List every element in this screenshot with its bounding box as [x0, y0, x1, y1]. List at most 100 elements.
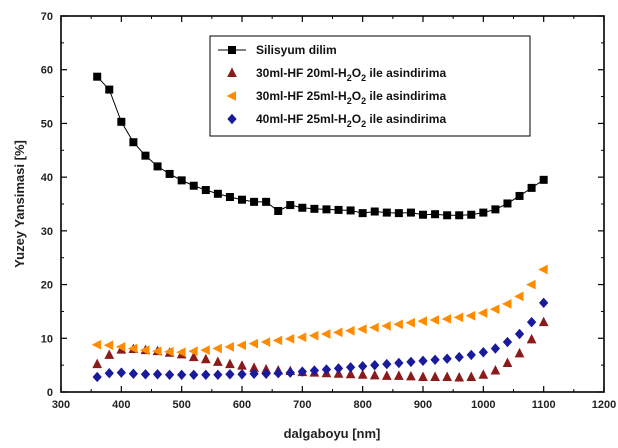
- data-point: [539, 175, 548, 184]
- data-point: [309, 365, 320, 376]
- data-point: [345, 368, 356, 379]
- data-point: [188, 351, 199, 362]
- data-point: [514, 347, 525, 358]
- y-axis-title: Yuzey Yansimasi [%]: [12, 140, 27, 268]
- x-tick-label: 900: [414, 399, 432, 411]
- data-point: [369, 322, 379, 333]
- y-tick-label: 70: [41, 11, 53, 23]
- legend-label-mid: O: [352, 112, 361, 126]
- legend-label-post: ile asindirima: [366, 112, 446, 126]
- data-point: [418, 210, 427, 219]
- data-point: [369, 369, 380, 380]
- data-point: [310, 204, 319, 213]
- data-point: [417, 316, 428, 326]
- data-point: [454, 351, 464, 363]
- x-axis-ticks: 300 400 500 600 700 800 900 1000 1100 1200: [52, 16, 616, 411]
- legend-label-sub1: 2: [347, 96, 352, 106]
- legend-box: [209, 35, 531, 137]
- data-point: [188, 346, 198, 357]
- data-point: [298, 203, 307, 212]
- legend-marker: [227, 67, 237, 77]
- legend-item: 40ml-HF 25ml-H2O2 ile asindirima: [227, 112, 446, 129]
- data-point: [430, 371, 440, 381]
- x-tick-label: 500: [172, 399, 190, 411]
- y-tick-label: 30: [41, 226, 53, 238]
- data-point: [164, 369, 175, 381]
- data-point: [394, 357, 404, 369]
- series-layer: [91, 72, 549, 383]
- data-point: [322, 205, 331, 214]
- data-point: [140, 369, 151, 380]
- data-point: [237, 369, 247, 380]
- data-point: [92, 358, 103, 369]
- data-point: [250, 197, 259, 206]
- legend-label: 30ml-HF 25ml-H2O2 ile asindirima: [256, 89, 446, 106]
- data-point: [514, 291, 524, 302]
- data-point: [465, 310, 476, 321]
- series-1: [93, 72, 548, 220]
- y-tick-label: 20: [41, 280, 53, 292]
- data-point: [503, 199, 512, 208]
- data-point: [429, 315, 440, 325]
- legend-label-sub1: 2: [347, 119, 352, 129]
- data-point: [406, 208, 415, 217]
- data-point: [321, 364, 332, 375]
- y-axis-ticks: 0 10 20 30 40 50 60 70: [41, 11, 604, 399]
- legend-label-pre: 40ml-HF 25ml-H: [256, 112, 347, 126]
- data-point: [93, 72, 102, 81]
- data-point: [105, 85, 114, 94]
- data-point: [117, 117, 126, 126]
- data-point: [453, 312, 464, 323]
- data-point: [370, 207, 379, 216]
- data-point: [333, 327, 343, 338]
- legend-label-pre: 30ml-HF 25ml-H: [256, 89, 347, 103]
- data-point: [527, 183, 536, 192]
- data-point: [201, 186, 210, 195]
- data-point: [489, 304, 500, 315]
- legend-marker: [227, 113, 237, 125]
- data-point: [526, 333, 537, 344]
- data-point: [261, 368, 271, 379]
- data-point: [478, 369, 489, 379]
- data-point: [236, 340, 247, 351]
- legend-label-mid: O: [352, 89, 361, 103]
- data-point: [393, 319, 403, 330]
- data-point: [201, 369, 211, 381]
- data-point: [115, 342, 126, 352]
- data-point: [405, 317, 415, 328]
- legend-marker: [226, 91, 237, 101]
- data-point: [382, 208, 391, 217]
- legend-label-sub1: 2: [347, 73, 352, 83]
- data-point: [189, 369, 199, 381]
- data-point: [127, 343, 138, 354]
- data-point: [477, 308, 488, 318]
- data-point: [345, 362, 356, 373]
- data-point: [454, 372, 465, 382]
- x-tick-label: 300: [52, 399, 70, 411]
- data-point: [526, 279, 536, 290]
- y-tick-label: 0: [47, 387, 53, 399]
- legend-label: 30ml-HF 20ml-H2O2 ile asindirima: [256, 66, 446, 83]
- data-point: [490, 343, 501, 354]
- data-point: [177, 369, 187, 381]
- legend-label-post: ile asindirima: [366, 66, 446, 80]
- data-point: [152, 346, 162, 357]
- data-point: [213, 356, 223, 366]
- legend-item: Silisyum dilim: [218, 43, 337, 57]
- x-tick-label: 1100: [532, 399, 556, 411]
- data-point: [357, 369, 368, 379]
- y-tick-label: 10: [41, 333, 53, 345]
- data-point: [141, 151, 150, 160]
- x-tick-label: 1200: [592, 399, 616, 411]
- data-point: [430, 354, 440, 365]
- legend-label-pre: Silisyum dilim: [256, 43, 337, 57]
- data-point: [297, 366, 307, 377]
- x-tick-label: 1000: [471, 399, 495, 411]
- legend-marker: [227, 46, 236, 55]
- data-point: [381, 321, 391, 331]
- data-point: [538, 316, 549, 327]
- data-point: [443, 211, 452, 220]
- legend-label: Silisyum dilim: [256, 43, 337, 57]
